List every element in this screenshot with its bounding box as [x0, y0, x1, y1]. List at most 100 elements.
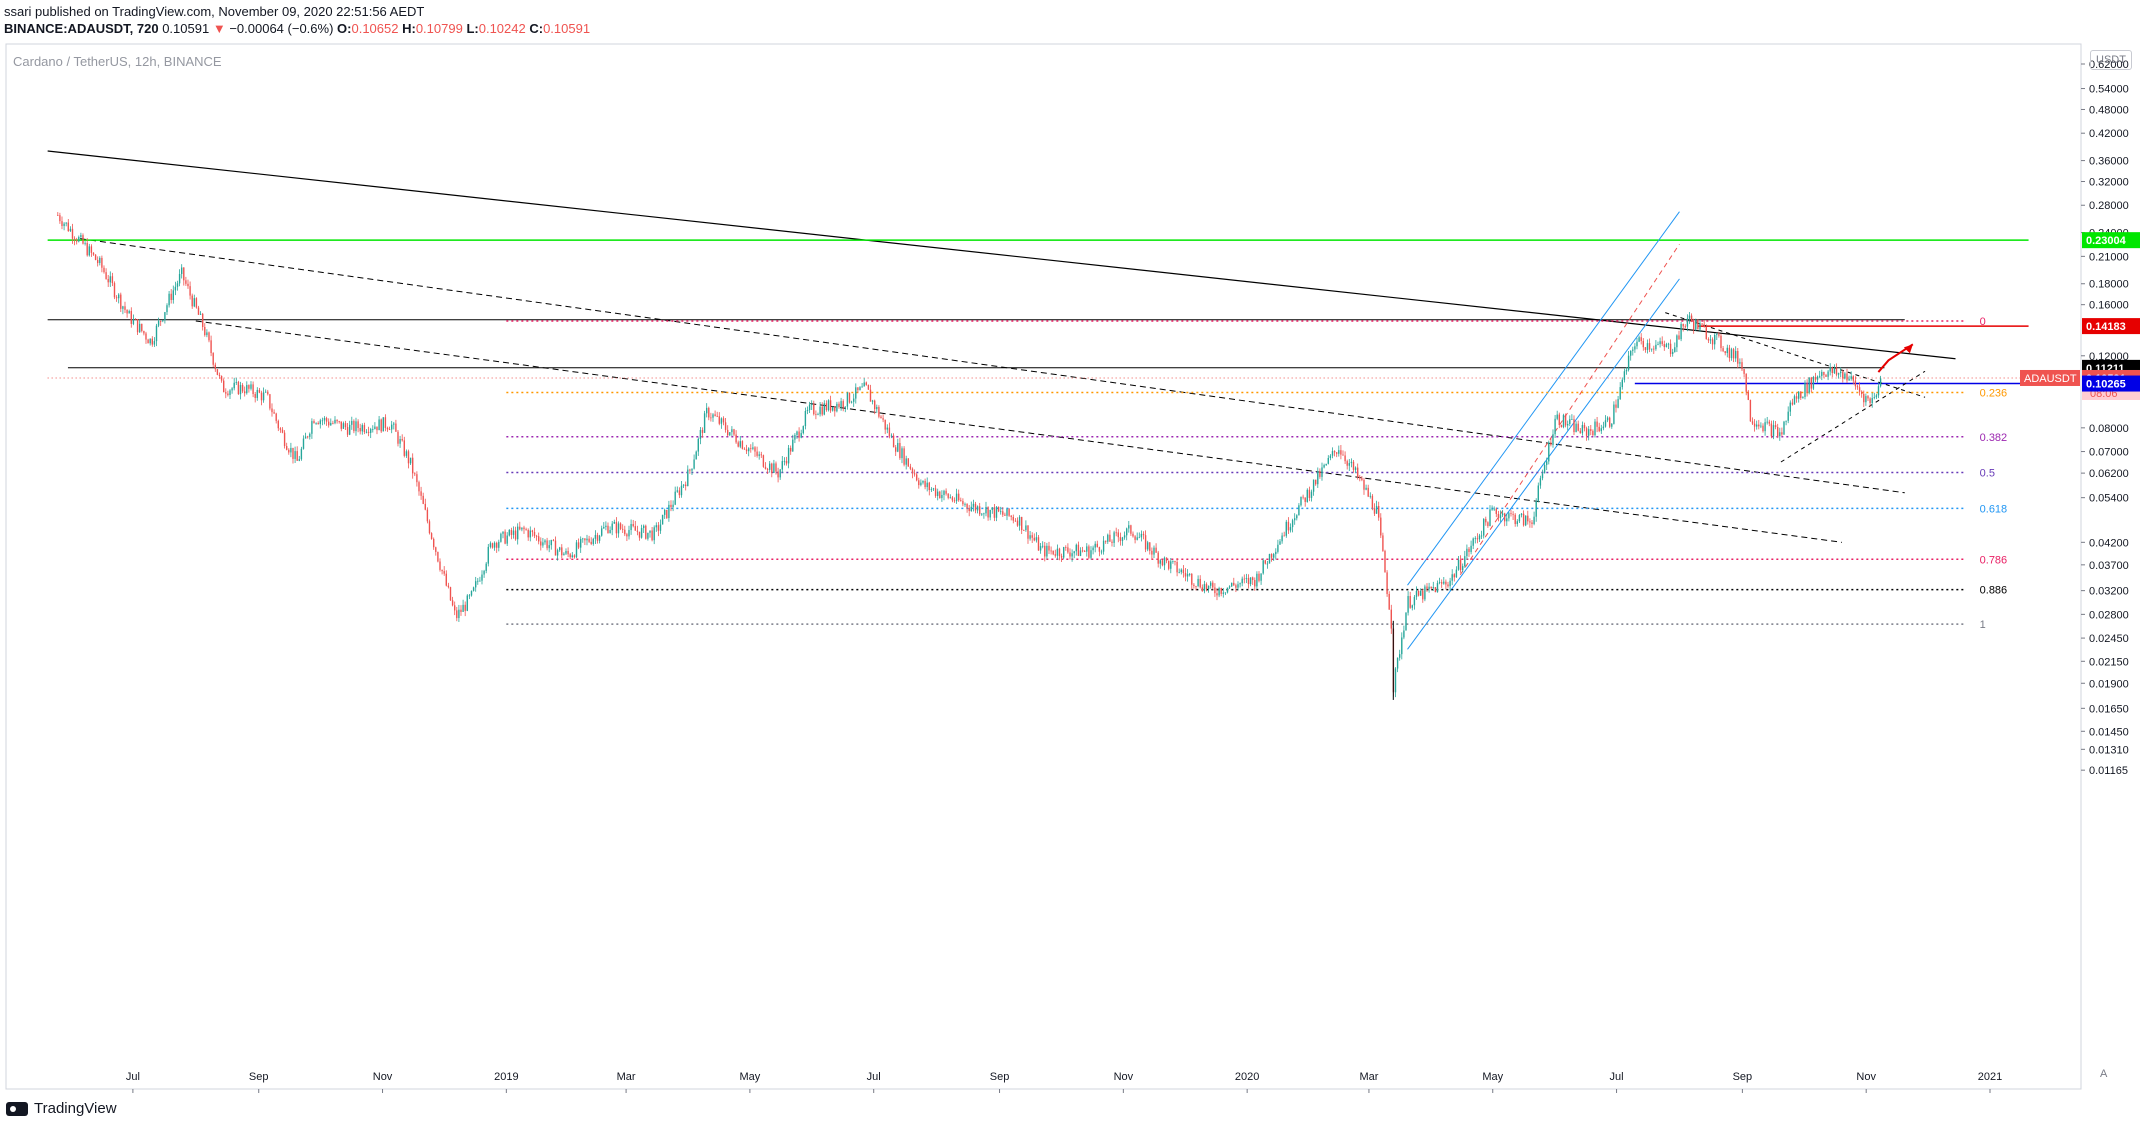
candle [540, 537, 542, 551]
candle [1041, 541, 1044, 549]
candle-body [1797, 391, 1800, 399]
candle-body [1636, 341, 1638, 347]
candle [1634, 343, 1636, 353]
candle [1149, 542, 1151, 555]
candle-body [1010, 515, 1012, 517]
candle-body [1848, 378, 1850, 381]
candle-body [882, 418, 884, 420]
candle-body [533, 532, 536, 536]
candle-body [1216, 593, 1218, 596]
level-tag-label-4: 0.10265 [2086, 379, 2126, 391]
channel-upper[interactable] [1407, 211, 1680, 586]
candle [143, 330, 145, 336]
candle-body [1237, 584, 1239, 588]
candle-body [313, 421, 315, 424]
dashed-trendline-2[interactable] [195, 320, 1842, 543]
candle-body [1012, 516, 1014, 521]
dashed-trendline-1[interactable] [80, 238, 1905, 494]
candle-body [1739, 362, 1741, 364]
trend-drawings[interactable] [47, 150, 2029, 650]
candle [708, 406, 710, 421]
candle-body [367, 431, 370, 433]
candle [766, 467, 769, 474]
candle-body [871, 400, 874, 402]
candle-body [185, 280, 187, 284]
candle [1468, 547, 1470, 557]
candle-body [353, 420, 355, 432]
candle [1688, 312, 1691, 324]
candle [1512, 511, 1514, 521]
time-axis[interactable]: Jul Sep Nov 2019 Mar May Jul Sep Nov 2020 Mar May Ju… [126, 1071, 2002, 1093]
candle-body [617, 523, 620, 534]
candle [565, 548, 567, 555]
candle-series[interactable] [57, 212, 1882, 700]
candle [582, 537, 584, 543]
candle-body [124, 306, 126, 310]
candle-body [1283, 535, 1285, 537]
candle-body [1669, 343, 1672, 354]
candle-body [283, 432, 286, 447]
candle [1256, 571, 1258, 589]
wedge-upper[interactable] [1665, 312, 1926, 398]
candle [1459, 555, 1462, 573]
candle-body [573, 555, 576, 558]
candle [1237, 581, 1239, 591]
candle [1556, 410, 1558, 421]
candle [1493, 506, 1495, 511]
candle-body [1247, 577, 1250, 585]
candle [682, 484, 685, 488]
candle [579, 536, 582, 553]
candle-body [1795, 396, 1798, 399]
candle [1377, 501, 1380, 521]
candle [1424, 584, 1426, 602]
candle-body [932, 488, 935, 490]
candle [1235, 583, 1237, 593]
candle-body [668, 504, 670, 519]
candle [458, 604, 460, 622]
candle [613, 519, 615, 524]
currency-button[interactable]: USDT [2090, 50, 2132, 70]
candle-body [1447, 584, 1449, 587]
auto-scale-button[interactable]: A [2100, 1068, 2108, 1080]
candle-body [1873, 397, 1875, 399]
candle [1787, 406, 1789, 424]
candle-body [1776, 427, 1779, 437]
projection-arrow[interactable] [1877, 343, 1914, 373]
candle [1375, 500, 1378, 514]
long-downtrend-line[interactable] [47, 150, 1956, 360]
candle-body [697, 438, 699, 452]
candle [185, 276, 187, 286]
candle-body [162, 320, 164, 322]
candle [1111, 539, 1113, 547]
candle-body [510, 529, 513, 535]
candle [1440, 579, 1443, 588]
candle-body [783, 460, 786, 462]
candle-body [760, 454, 762, 456]
channel-lower[interactable] [1407, 278, 1680, 650]
candle [1579, 428, 1581, 434]
candle [1212, 580, 1214, 590]
candle-body [187, 283, 189, 287]
candle-body [92, 252, 95, 255]
candle-body [531, 530, 534, 533]
candle [481, 570, 483, 585]
candle-body [153, 341, 156, 345]
candle-body [59, 215, 61, 222]
candle [737, 440, 739, 448]
channel-mid[interactable] [1459, 243, 1680, 575]
candle-body [1732, 349, 1735, 359]
candle [836, 401, 838, 413]
candle-body [1760, 425, 1762, 427]
wedge-lower[interactable] [1780, 370, 1926, 463]
price-axis[interactable]: 0.620000.540000.480000.420000.360000.320… [2081, 59, 2129, 777]
candle-body [575, 542, 578, 558]
candle [437, 551, 439, 563]
tradingview-logo[interactable]: TradingView [6, 1100, 117, 1117]
candle-body [1451, 574, 1453, 581]
candle [1096, 540, 1098, 548]
candle [655, 522, 657, 532]
candle-body [132, 319, 135, 324]
candle [871, 399, 874, 405]
